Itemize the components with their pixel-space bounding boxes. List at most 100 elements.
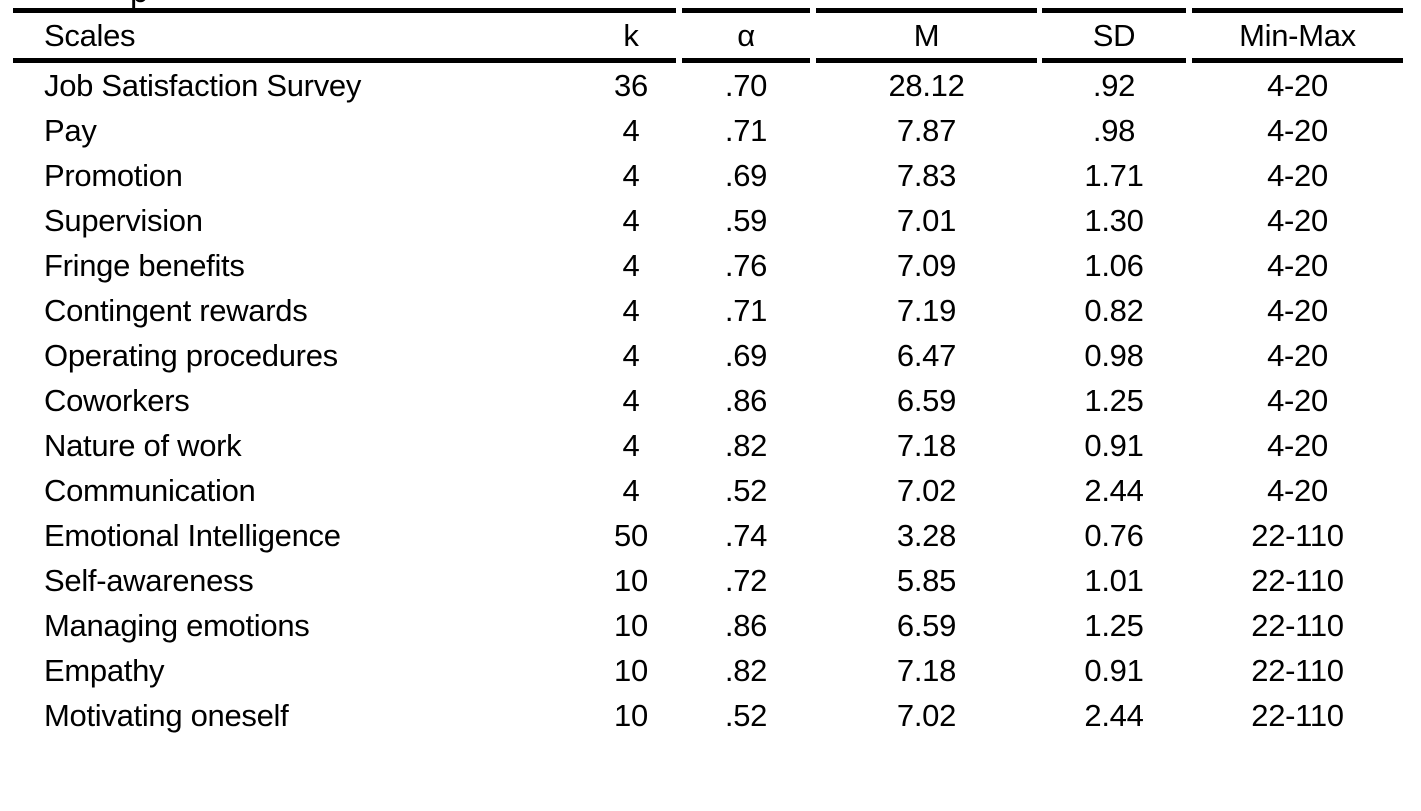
cell-sd: 1.30	[1084, 202, 1144, 238]
cell-scale: Fringe benefits	[44, 247, 245, 283]
cell-alpha: .70	[724, 67, 768, 103]
cell-mean: 28.12	[888, 67, 965, 103]
cell-min-max: 22-110	[1251, 562, 1344, 598]
cell-sd: .98	[1092, 112, 1136, 148]
cell-min-max: 4-20	[1267, 202, 1328, 238]
cell-k: 4	[622, 337, 640, 373]
cell-scale: Managing emotions	[44, 607, 310, 643]
cell-alpha: .82	[724, 652, 768, 688]
cell-min-max: 4-20	[1267, 427, 1328, 463]
cell-scale: Coworkers	[44, 382, 190, 418]
cell-min-max: 4-20	[1267, 67, 1328, 103]
cell-k: 4	[622, 292, 640, 328]
cell-scale: Communication	[44, 472, 256, 508]
cell-alpha: .76	[724, 247, 768, 283]
cell-alpha: .69	[724, 157, 768, 193]
column-header-k: k	[586, 8, 676, 63]
cell-sd: 0.82	[1084, 292, 1144, 328]
cell-mean: 5.85	[896, 562, 957, 598]
column-header-alpha: α	[682, 8, 810, 63]
cell-mean: 6.59	[896, 382, 957, 418]
cell-mean: 7.83	[896, 157, 957, 193]
cell-sd: 2.44	[1084, 697, 1144, 733]
cell-scale: Job Satisfaction Survey	[44, 67, 362, 103]
cell-sd: 1.06	[1084, 247, 1144, 283]
cell-alpha: .74	[724, 517, 768, 553]
column-header-scales: Scales	[13, 8, 586, 63]
cell-k: 4	[622, 472, 640, 508]
table-row: Operating procedures 4 .69 6.47 0.98 4-20	[13, 333, 1403, 378]
table-row: Fringe benefits 4 .76 7.09 1.06 4-20	[13, 243, 1403, 288]
cell-k: 4	[622, 202, 640, 238]
table-row: Motivating oneself 10 .52 7.02 2.44 22-110	[13, 693, 1403, 738]
cell-k: 36	[614, 67, 648, 103]
cell-sd: 1.71	[1084, 157, 1144, 193]
cell-mean: 7.09	[896, 247, 957, 283]
cell-k: 4	[622, 247, 640, 283]
cell-scale: Self-awareness	[44, 562, 254, 598]
cell-mean: 6.59	[896, 607, 957, 643]
table-row: Emotional Intelligence 50 .74 3.28 0.76 22-11…	[13, 513, 1403, 558]
table-row: Nature of work 4 .82 7.18 0.91 4-20	[13, 423, 1403, 468]
table-header-row: Scales k α M SD Min-Max	[13, 8, 1403, 63]
cell-min-max: 22-110	[1251, 607, 1344, 643]
cell-alpha: .72	[724, 562, 768, 598]
cell-k: 10	[614, 697, 648, 733]
cell-sd: .92	[1092, 67, 1136, 103]
cell-min-max: 22-110	[1251, 652, 1344, 688]
cell-scale: Operating procedures	[44, 337, 338, 373]
cell-mean: 7.87	[896, 112, 957, 148]
table-row: Supervision 4 .59 7.01 1.30 4-20	[13, 198, 1403, 243]
cell-k: 4	[622, 382, 640, 418]
cell-min-max: 4-20	[1267, 157, 1328, 193]
cell-alpha: .86	[724, 382, 768, 418]
cell-mean: 7.18	[896, 427, 957, 463]
cell-alpha: .69	[724, 337, 768, 373]
cell-scale: Pay	[44, 112, 97, 148]
table-row: Job Satisfaction Survey 36 .70 28.12 .92 4-20	[13, 63, 1403, 108]
cell-sd: 0.98	[1084, 337, 1144, 373]
table-row: Managing emotions 10 .86 6.59 1.25 22-110	[13, 603, 1403, 648]
cell-min-max: 4-20	[1267, 112, 1328, 148]
cell-alpha: .82	[724, 427, 768, 463]
cell-alpha: .52	[724, 472, 768, 508]
column-header-mean: M	[816, 8, 1037, 63]
cell-scale: Contingent rewards	[44, 292, 308, 328]
cell-mean: 3.28	[896, 517, 957, 553]
cell-alpha: .59	[724, 202, 768, 238]
table-row: Empathy 10 .82 7.18 0.91 22-110	[13, 648, 1403, 693]
table-row: Self-awareness 10 .72 5.85 1.01 22-110	[13, 558, 1403, 603]
cell-min-max: 4-20	[1267, 292, 1328, 328]
cell-mean: 7.02	[896, 697, 957, 733]
cell-sd: 1.01	[1084, 562, 1144, 598]
column-header-sd: SD	[1042, 8, 1186, 63]
cell-min-max: 4-20	[1267, 382, 1328, 418]
descriptive-statistics-table: Scales k α M SD Min-Max Job Satisfaction…	[13, 8, 1403, 738]
cell-scale: Motivating oneself	[44, 697, 289, 733]
cell-k: 50	[614, 517, 648, 553]
cell-alpha: .71	[724, 292, 768, 328]
cell-k: 10	[614, 607, 648, 643]
cell-scale: Empathy	[44, 652, 165, 688]
cell-mean: 6.47	[896, 337, 957, 373]
cell-min-max: 4-20	[1267, 472, 1328, 508]
cell-k: 10	[614, 562, 648, 598]
table-row: Communication 4 .52 7.02 2.44 4-20	[13, 468, 1403, 513]
cell-sd: 2.44	[1084, 472, 1144, 508]
cell-min-max: 22-110	[1251, 697, 1344, 733]
cell-min-max: 22-110	[1251, 517, 1344, 553]
cell-min-max: 4-20	[1267, 337, 1328, 373]
cell-scale: Nature of work	[44, 427, 242, 463]
cell-k: 10	[614, 652, 648, 688]
cell-sd: 1.25	[1084, 607, 1144, 643]
cell-mean: 7.18	[896, 652, 957, 688]
cell-mean: 7.01	[896, 202, 957, 238]
cell-sd: 0.76	[1084, 517, 1144, 553]
cell-scale: Emotional Intelligence	[44, 517, 341, 553]
clipped-caption-fragment: p	[124, 0, 170, 9]
cell-k: 4	[622, 112, 640, 148]
table-row: Pay 4 .71 7.87 .98 4-20	[13, 108, 1403, 153]
cell-sd: 0.91	[1084, 427, 1144, 463]
column-header-min-max: Min-Max	[1192, 8, 1403, 63]
